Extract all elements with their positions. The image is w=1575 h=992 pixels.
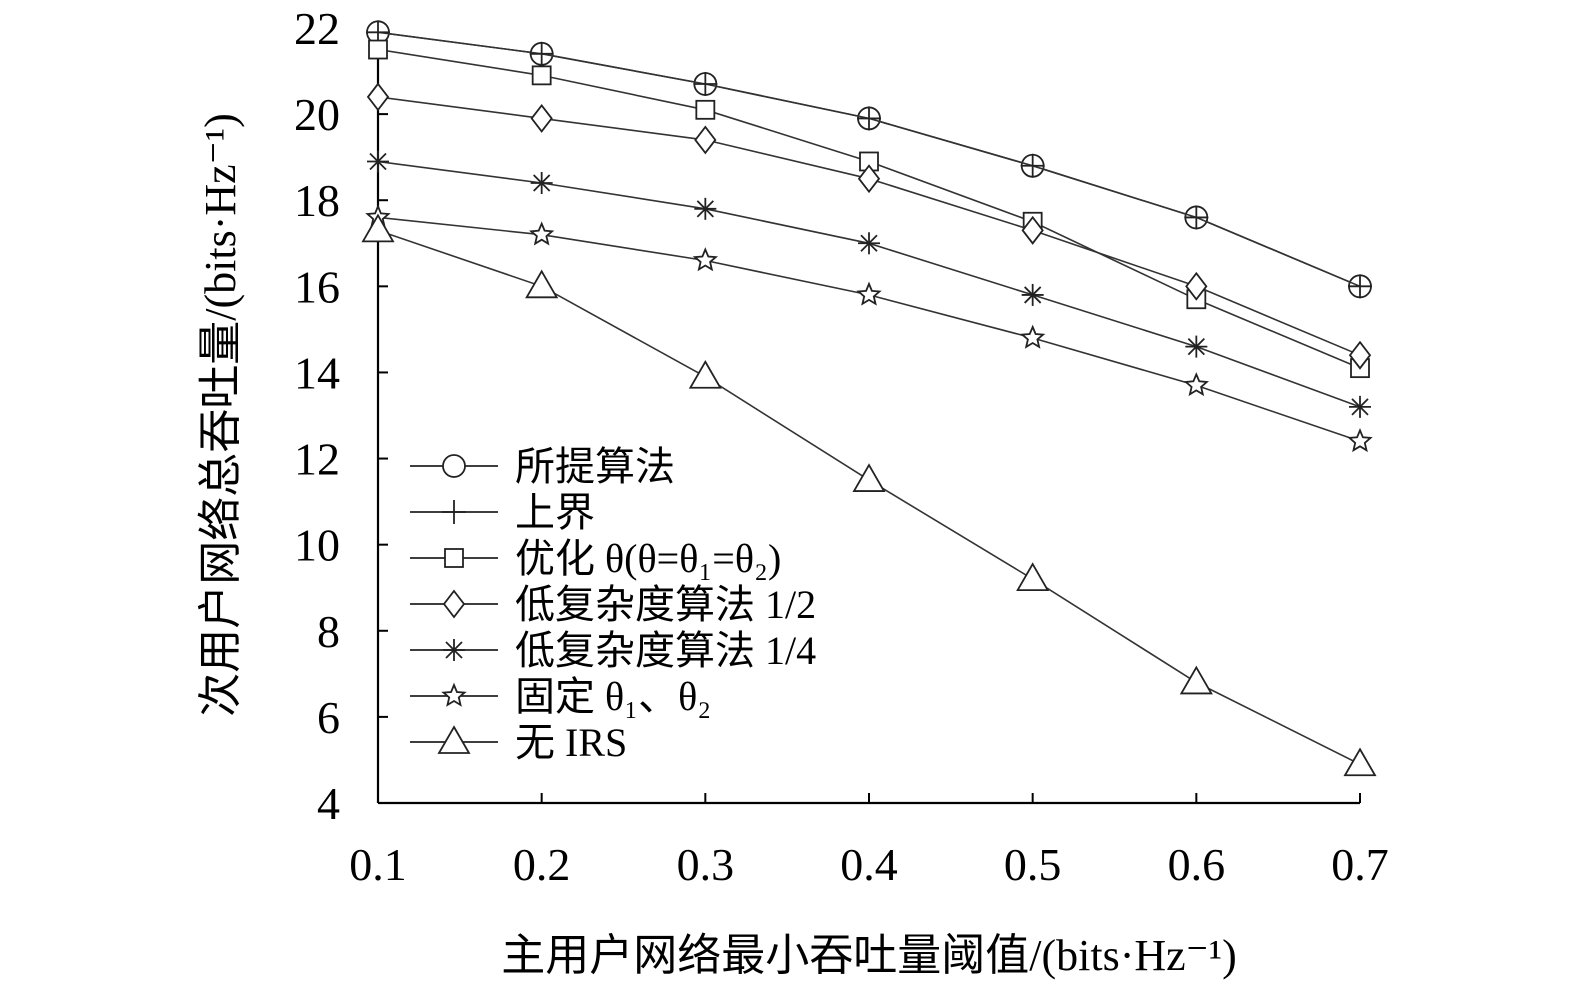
legend-marker-star xyxy=(441,682,467,707)
y-tick-label: 20 xyxy=(294,89,340,140)
series-layer xyxy=(361,20,1377,777)
legend-label: 优化 θ(θ=θ₁=θ₂) xyxy=(515,536,781,581)
ticks: 4 6 8 10 12 14 16 18 20 22 0.1 0.2 0.3 0.4 0.5 0.6 0.7 xyxy=(294,3,1389,890)
legend-item: 所提算法 xyxy=(410,444,675,489)
data-point-plus xyxy=(529,41,554,66)
legend-marker-asterisk xyxy=(443,639,465,661)
x-tick-label: 0.4 xyxy=(840,839,898,890)
data-point-plus xyxy=(1184,205,1209,230)
series-triangle xyxy=(361,213,1377,777)
data-point-diamond xyxy=(694,125,717,155)
legend-marker-plus xyxy=(442,500,466,524)
data-point-star xyxy=(856,281,882,306)
data-point-triangle xyxy=(1016,562,1050,592)
data-point-plus xyxy=(1348,274,1372,299)
legend-label: 固定 θ₁、θ₂ xyxy=(515,674,711,719)
data-point-asterisk xyxy=(858,232,880,255)
series-asterisk xyxy=(367,150,1371,418)
data-point-triangle xyxy=(1343,747,1377,777)
data-point-star xyxy=(1347,427,1373,453)
data-point-asterisk xyxy=(530,172,553,194)
data-point-asterisk xyxy=(367,150,389,173)
legend-item: 上界 xyxy=(410,490,595,535)
y-tick-label: 18 xyxy=(294,175,340,226)
data-point-triangle xyxy=(1179,665,1213,695)
data-point-square xyxy=(695,99,716,120)
y-axis-title: 次用户网络总吞吐量/(bits·Hz⁻¹) xyxy=(196,113,245,716)
data-point-asterisk xyxy=(1185,335,1208,358)
series-plus xyxy=(366,20,1372,299)
data-point-diamond xyxy=(1021,215,1044,245)
series-star xyxy=(365,204,1373,453)
y-tick-label: 8 xyxy=(317,606,340,657)
legend-item: 低复杂度算法 1/2 xyxy=(410,582,816,627)
data-point-triangle xyxy=(361,213,395,243)
data-point-asterisk xyxy=(1021,283,1044,306)
legend-item: 低复杂度算法 1/4 xyxy=(410,628,816,673)
data-point-diamond xyxy=(1185,271,1208,301)
legend-label: 所提算法 xyxy=(515,444,675,489)
data-point-diamond xyxy=(857,164,881,194)
data-point-square xyxy=(368,39,388,60)
legend-marker-triangle xyxy=(437,725,471,754)
y-tick-label: 6 xyxy=(317,692,340,743)
y-tick-label: 14 xyxy=(294,347,340,398)
series-diamond xyxy=(366,82,1372,370)
data-point-asterisk xyxy=(1349,395,1371,418)
series-square xyxy=(368,39,1370,379)
data-point-triangle xyxy=(688,359,722,389)
series-line-diamond xyxy=(377,96,1361,356)
legend-marker-diamond xyxy=(442,589,466,619)
data-point-star xyxy=(1183,372,1209,397)
data-point-diamond xyxy=(1348,340,1372,370)
data-point-diamond xyxy=(530,103,553,133)
data-point-star xyxy=(692,247,719,272)
x-tick-label: 0.3 xyxy=(677,839,735,890)
legend-marker-circle xyxy=(442,454,466,478)
x-tick-label: 0.6 xyxy=(1168,839,1226,890)
legend-item: 优化 θ(θ=θ₁=θ₂) xyxy=(410,536,781,581)
x-tick-label: 0.5 xyxy=(1004,839,1062,890)
y-tick-label: 16 xyxy=(294,261,340,312)
data-point-square xyxy=(531,65,552,86)
legend-marker-square xyxy=(444,548,464,568)
data-point-triangle xyxy=(525,269,559,299)
y-tick-label: 22 xyxy=(294,3,340,54)
data-point-asterisk xyxy=(694,197,717,220)
data-point-plus xyxy=(1020,153,1045,178)
legend-label: 低复杂度算法 1/4 xyxy=(515,628,816,673)
data-point-star xyxy=(1019,324,1046,349)
data-point-star xyxy=(529,221,555,246)
legend-label: 低复杂度算法 1/2 xyxy=(515,582,816,627)
legend-item: 无 IRS xyxy=(410,720,627,765)
data-point-plus xyxy=(857,106,881,131)
legend-label: 无 IRS xyxy=(515,720,627,765)
data-point-plus xyxy=(693,71,718,96)
series-line-square xyxy=(377,48,1361,369)
x-tick-label: 0.7 xyxy=(1331,839,1389,890)
y-tick-label: 10 xyxy=(294,520,340,571)
y-tick-label: 12 xyxy=(294,434,340,485)
x-axis-title: 主用户网络最小吞吐量阈值/(bits·Hz⁻¹) xyxy=(501,931,1236,980)
x-tick-label: 0.2 xyxy=(513,839,571,890)
x-tick-label: 0.1 xyxy=(349,839,407,890)
y-tick-label: 4 xyxy=(317,778,340,829)
legend-item: 固定 θ₁、θ₂ xyxy=(410,674,711,719)
data-point-diamond xyxy=(366,82,390,112)
data-point-triangle xyxy=(852,463,886,492)
legend-label: 上界 xyxy=(515,490,595,535)
